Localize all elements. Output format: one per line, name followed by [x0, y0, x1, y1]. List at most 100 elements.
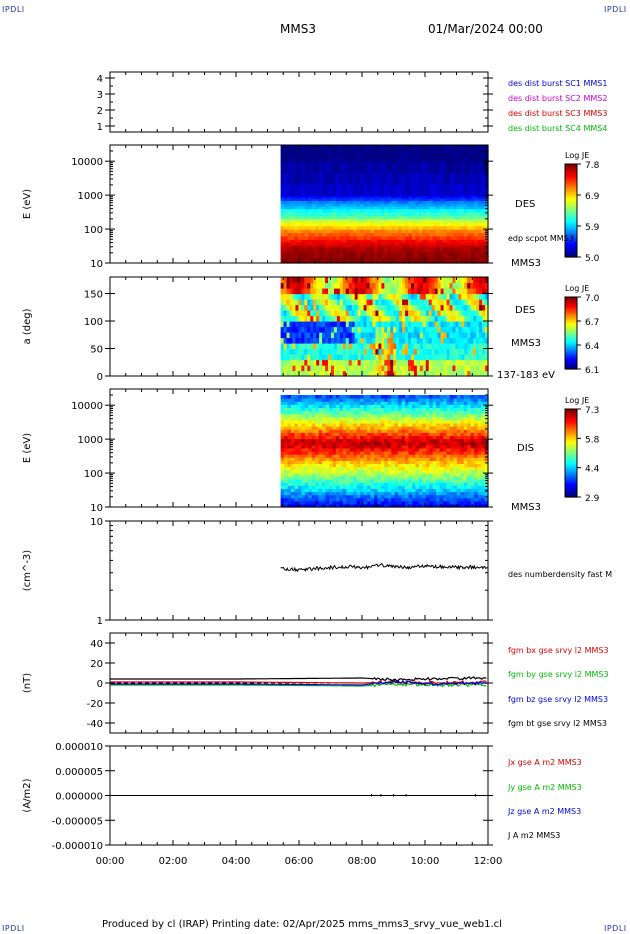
- spectrogram-cell: [387, 150, 392, 157]
- spectrogram-cell: [315, 466, 320, 471]
- spectrogram-cell: [432, 422, 437, 427]
- spectrogram-cell: [301, 208, 306, 213]
- spectrogram-cell: [297, 212, 302, 217]
- spectrogram-cell: [295, 326, 299, 333]
- spectrogram-cell: [401, 203, 406, 207]
- spectrogram-cell: [354, 293, 359, 300]
- spectrogram-cell: [325, 208, 330, 213]
- spectrogram-cell: [377, 491, 382, 496]
- spectrogram-cell: [315, 195, 320, 198]
- spectrogram-cell: [363, 241, 368, 245]
- spectrogram-cell: [349, 183, 354, 196]
- spectrogram-cell: [396, 304, 400, 311]
- spectrogram-cell: [479, 332, 483, 339]
- spectrogram-cell: [436, 212, 441, 217]
- spectrogram-cell: [363, 460, 368, 465]
- spectrogram-cell: [332, 454, 337, 458]
- spectrogram-cell: [353, 183, 358, 196]
- spectrogram-cell: [398, 432, 403, 437]
- spectrogram-cell: [398, 447, 403, 452]
- spectrogram-cell: [476, 277, 480, 284]
- spectrogram-cell: [325, 326, 329, 333]
- spectrogram-cell: [329, 196, 334, 200]
- spectrogram-cell: [408, 497, 413, 502]
- spectrogram-cell: [416, 326, 421, 333]
- spectrogram-cell: [339, 463, 344, 468]
- spectrogram-cell: [342, 277, 347, 284]
- spectrogram-cell: [308, 225, 313, 230]
- spectrogram-cell: [370, 398, 375, 402]
- spectrogram-cell: [449, 229, 455, 234]
- spectrogram-cell: [408, 422, 413, 427]
- spectrogram-cell: [428, 315, 433, 322]
- spectrogram-cell: [394, 252, 399, 259]
- spectrogram-cell: [297, 410, 302, 415]
- spectrogram-cell: [402, 359, 406, 366]
- spectrogram-cell: [405, 212, 410, 217]
- spectrogram-cell: [290, 419, 296, 424]
- spectrogram-cell: [322, 232, 327, 237]
- spectrogram-cell: [287, 447, 292, 452]
- spectrogram-cell: [439, 257, 444, 264]
- spectrogram-cell: [380, 429, 385, 433]
- spectrogram-cell: [398, 444, 403, 449]
- spectrogram-cell: [461, 277, 465, 284]
- spectrogram-cell: [391, 155, 396, 162]
- spectrogram-cell: [425, 310, 430, 317]
- spectrogram-cell: [380, 432, 385, 437]
- spectrogram-cell: [295, 365, 299, 372]
- spectrogram-cell: [398, 257, 403, 264]
- spectrogram-cell: [415, 232, 420, 237]
- spectrogram-cell: [369, 348, 374, 355]
- spectrogram-cell: [473, 304, 477, 311]
- spectrogram-cell: [297, 432, 302, 437]
- spectrogram-cell: [280, 299, 285, 306]
- spectrogram-cell: [280, 432, 285, 437]
- spectrogram-cell: [325, 460, 330, 465]
- spectrogram-cell: [446, 288, 451, 295]
- spectrogram-cell: [318, 398, 323, 402]
- spectrogram-cell: [405, 365, 409, 372]
- spectrogram-cell: [315, 438, 320, 443]
- spectrogram-cell: [301, 494, 306, 499]
- spectrogram-cell: [381, 348, 385, 355]
- spectrogram-cell: [425, 195, 430, 198]
- spectrogram-cell: [342, 232, 347, 237]
- spectrogram-cell: [405, 348, 409, 355]
- spectrogram-cell: [332, 218, 337, 223]
- spectrogram-cell: [411, 426, 417, 430]
- spectrogram-cell: [316, 288, 320, 295]
- spectrogram-cell: [356, 203, 361, 207]
- spectrogram-cell: [287, 394, 292, 399]
- spectrogram-cell: [370, 426, 375, 430]
- spectrogram-cell: [405, 304, 409, 311]
- spectrogram-cell: [413, 326, 418, 333]
- spectrogram-cell: [370, 222, 375, 227]
- spectrogram-cell: [384, 332, 388, 339]
- spectrogram-cell: [455, 326, 459, 333]
- spectrogram-cell: [429, 410, 434, 415]
- spectrogram-cell: [349, 466, 354, 471]
- spectrogram-cell: [287, 457, 292, 461]
- spectrogram-cell: [394, 454, 399, 458]
- spectrogram-cell: [307, 310, 311, 317]
- spectrogram-cell: [422, 183, 427, 196]
- spectrogram-cell: [394, 460, 399, 465]
- spectrogram-cell: [387, 447, 392, 452]
- spectrogram-cell: [446, 359, 451, 366]
- spectrogram-cell: [378, 337, 382, 344]
- spectrogram-cell: [297, 183, 302, 196]
- spectrogram-cell: [387, 241, 392, 245]
- spectrogram-cell: [439, 475, 444, 480]
- spectrogram-cell: [349, 491, 354, 496]
- spectrogram-cell: [384, 244, 389, 248]
- spectrogram-cell: [294, 435, 299, 440]
- spectrogram-cell: [329, 410, 334, 415]
- spectrogram-cell: [416, 359, 421, 366]
- spectrogram-cell: [308, 413, 313, 418]
- spectrogram-cell: [301, 454, 306, 458]
- spectrogram-cell: [394, 212, 399, 217]
- spectrogram-cell: [348, 343, 353, 350]
- spectrogram-cell: [311, 200, 316, 204]
- spectrogram-cell: [318, 225, 323, 230]
